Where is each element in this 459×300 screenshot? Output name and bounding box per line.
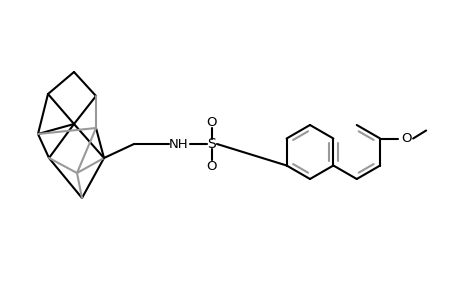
Text: O: O <box>206 160 217 172</box>
Text: NH: NH <box>169 137 188 151</box>
Text: O: O <box>400 132 410 145</box>
Text: S: S <box>207 137 216 151</box>
Text: O: O <box>206 116 217 128</box>
